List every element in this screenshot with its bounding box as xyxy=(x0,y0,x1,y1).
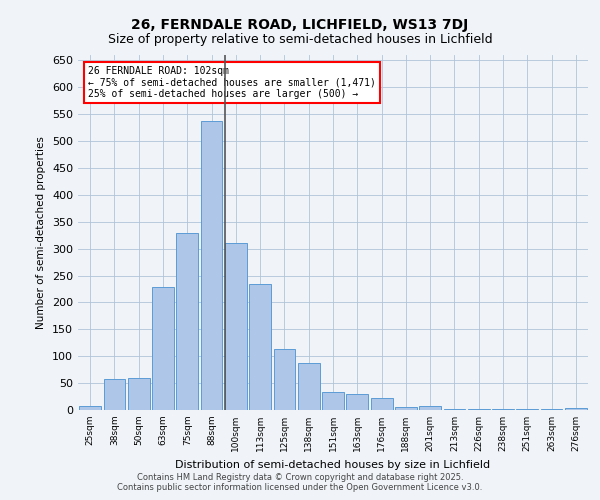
Bar xyxy=(274,349,295,410)
Text: 26, FERNDALE ROAD, LICHFIELD, WS13 7DJ: 26, FERNDALE ROAD, LICHFIELD, WS13 7DJ xyxy=(131,18,469,32)
Text: 26 FERNDALE ROAD: 102sqm
← 75% of semi-detached houses are smaller (1,471)
25% o: 26 FERNDALE ROAD: 102sqm ← 75% of semi-d… xyxy=(88,66,376,99)
Bar xyxy=(225,244,247,410)
Bar xyxy=(176,232,198,410)
Bar xyxy=(565,408,587,410)
Bar xyxy=(200,120,223,410)
Bar xyxy=(152,288,174,410)
Bar xyxy=(322,392,344,410)
X-axis label: Distribution of semi-detached houses by size in Lichfield: Distribution of semi-detached houses by … xyxy=(175,460,491,469)
Bar xyxy=(298,363,320,410)
Bar xyxy=(395,408,417,410)
Text: Size of property relative to semi-detached houses in Lichfield: Size of property relative to semi-detach… xyxy=(107,32,493,46)
Bar xyxy=(249,284,271,410)
Bar xyxy=(346,394,368,410)
Bar xyxy=(79,406,101,410)
Bar xyxy=(443,409,466,410)
Bar xyxy=(104,379,125,410)
Bar xyxy=(419,406,441,410)
Bar xyxy=(128,378,149,410)
Y-axis label: Number of semi-detached properties: Number of semi-detached properties xyxy=(37,136,46,329)
Text: Contains HM Land Registry data © Crown copyright and database right 2025.
Contai: Contains HM Land Registry data © Crown c… xyxy=(118,473,482,492)
Bar xyxy=(371,398,392,410)
